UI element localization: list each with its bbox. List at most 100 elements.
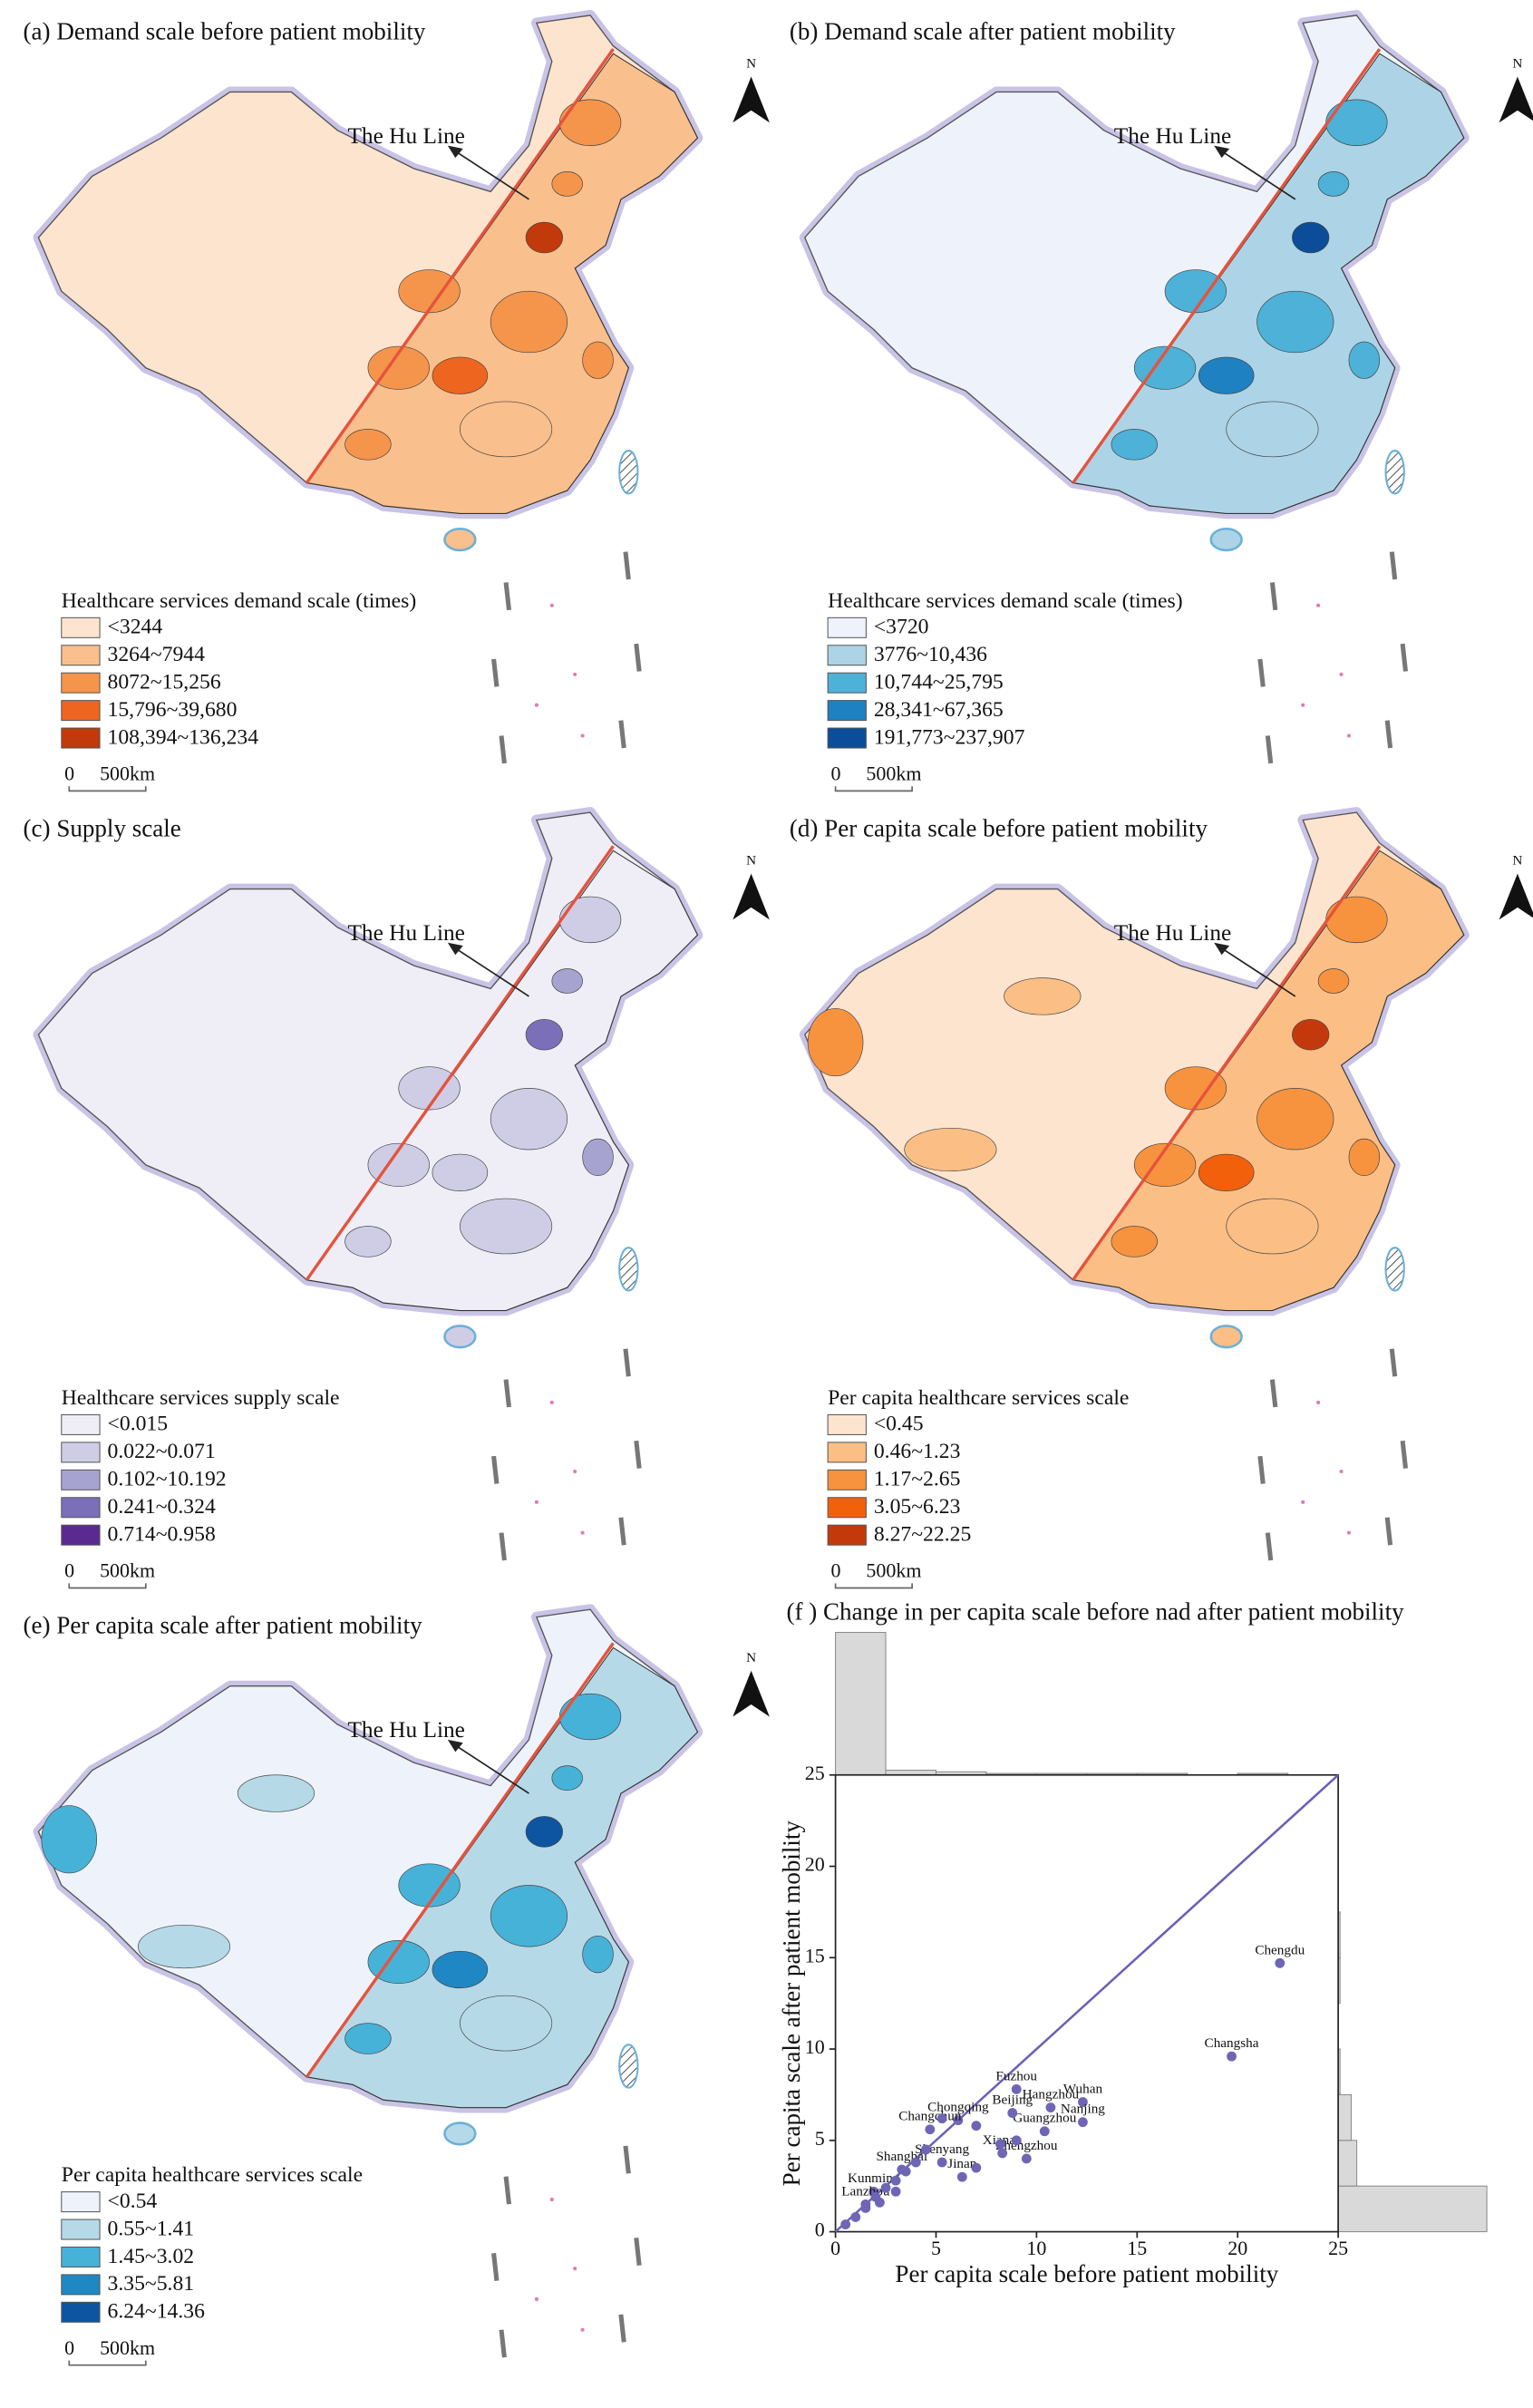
- legend-swatch: [61, 1413, 101, 1435]
- region: [490, 290, 568, 354]
- legend-swatch: [61, 700, 101, 722]
- boundary-dash: [1384, 1517, 1393, 1546]
- region: [398, 1066, 461, 1111]
- region: [1164, 269, 1227, 314]
- region: [237, 1774, 315, 1812]
- island: [573, 672, 577, 676]
- north-arrow: [733, 1670, 770, 1717]
- legend-label: <0.45: [874, 1413, 924, 1436]
- point-label: Wuhan: [1063, 2081, 1103, 2096]
- region: [460, 1198, 553, 1255]
- boundary-dash: [618, 2314, 626, 2343]
- taiwan: [618, 450, 639, 495]
- x-tick-label: 10: [1026, 2237, 1046, 2259]
- boundary-dash: [634, 1440, 642, 1469]
- island: [580, 2327, 585, 2332]
- boundary-dash: [503, 582, 511, 611]
- boundary-dash: [499, 735, 507, 764]
- north-label: N: [746, 1650, 756, 1665]
- east-region: [1072, 850, 1465, 1312]
- island: [549, 2198, 554, 2202]
- legend-label: 3.05~6.23: [874, 1495, 961, 1519]
- legend-swatch: [61, 1469, 101, 1490]
- island: [549, 1400, 554, 1404]
- region: [1164, 1066, 1227, 1111]
- region: [1198, 356, 1255, 394]
- north-arrow: [733, 76, 770, 123]
- region: [344, 2023, 392, 2054]
- island: [1301, 703, 1305, 707]
- region: [551, 968, 583, 994]
- east-region: [306, 1646, 699, 2109]
- plot-frame: [834, 1773, 1339, 2233]
- boundary-dash: [623, 551, 631, 580]
- island: [573, 2267, 577, 2271]
- scale-label: 0: [831, 762, 841, 785]
- region: [558, 99, 622, 146]
- scale-label: 500km: [100, 2336, 155, 2359]
- legend-label: 0.241~0.324: [108, 1495, 216, 1519]
- boundary-dash: [623, 2145, 631, 2174]
- legend-swatch: [827, 1524, 867, 1546]
- scale-label: 0: [64, 762, 74, 785]
- legend-swatch: [61, 617, 101, 638]
- legend-label: <0.015: [108, 1413, 169, 1436]
- region: [582, 1935, 614, 1974]
- legend-label: 3.35~5.81: [108, 2272, 195, 2296]
- taiwan: [618, 2044, 639, 2089]
- point: [860, 2202, 871, 2213]
- histogram-bar: [1337, 2093, 1352, 2141]
- legend-label: 8.27~22.25: [874, 1522, 971, 1546]
- x-tick-label: 15: [1127, 2237, 1147, 2259]
- point: [890, 2186, 901, 2197]
- scale-label: 500km: [100, 1559, 155, 1582]
- north-arrow: [1499, 76, 1533, 123]
- legend-label: 3776~10,436: [874, 643, 987, 666]
- north-arrow: [733, 873, 770, 920]
- scale-label: 500km: [866, 1559, 921, 1582]
- region: [490, 1885, 568, 1947]
- region: [1111, 429, 1158, 461]
- legend-label: 0.102~10.192: [108, 1468, 227, 1491]
- legend-label: 1.45~3.02: [108, 2245, 195, 2268]
- hu-line-label: The Hu Line: [1114, 920, 1232, 946]
- boundary-dash: [499, 1532, 507, 1561]
- point: [936, 2157, 947, 2168]
- island: [1339, 1469, 1344, 1474]
- region: [1325, 896, 1388, 944]
- region: [367, 345, 430, 390]
- island: [534, 1500, 538, 1504]
- legend-label: 0.714~0.958: [108, 1522, 216, 1546]
- hainan: [1209, 1325, 1243, 1349]
- boundary-dash: [634, 643, 642, 672]
- legend-title: Healthcare services demand scale (times): [828, 589, 1182, 613]
- north-label: N: [1512, 55, 1522, 71]
- legend-label: 15,796~39,680: [108, 698, 238, 722]
- point-label: Nanjing: [1061, 2102, 1105, 2117]
- histogram-bar: [1337, 2185, 1488, 2233]
- boundary-dash: [1265, 735, 1274, 764]
- region: [344, 429, 392, 461]
- point: [900, 2166, 911, 2177]
- arrow-head: [1214, 145, 1230, 159]
- scale-bar: [68, 2360, 147, 2366]
- north-label: N: [1512, 853, 1522, 869]
- reference-line: [834, 1773, 1339, 2233]
- legend-swatch: [61, 1442, 101, 1463]
- legend-swatch: [827, 1497, 867, 1519]
- region: [904, 1127, 997, 1171]
- legend-swatch: [827, 700, 867, 722]
- boundary-dash: [623, 1348, 631, 1377]
- legend-swatch: [61, 645, 101, 666]
- region: [1317, 171, 1350, 197]
- legend-swatch: [61, 727, 101, 749]
- island: [1339, 672, 1344, 676]
- point-label: Changchun: [898, 2109, 962, 2124]
- island: [534, 703, 538, 707]
- point-label: Chengdu: [1255, 1942, 1305, 1957]
- legend-label: 191,773~237,907: [874, 725, 1025, 749]
- region: [1292, 1018, 1330, 1051]
- point: [850, 2212, 861, 2222]
- island: [1346, 1530, 1351, 1535]
